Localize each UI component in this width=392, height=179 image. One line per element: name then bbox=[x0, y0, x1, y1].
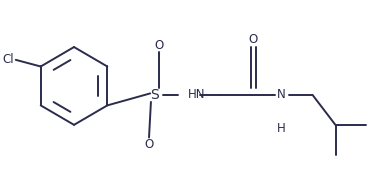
Text: Cl: Cl bbox=[2, 53, 14, 66]
Text: S: S bbox=[151, 88, 159, 102]
Text: H: H bbox=[277, 122, 286, 135]
Text: O: O bbox=[144, 138, 154, 151]
Text: N: N bbox=[277, 88, 286, 101]
Text: O: O bbox=[249, 33, 258, 46]
Text: HN: HN bbox=[187, 88, 205, 101]
Text: O: O bbox=[154, 39, 163, 52]
